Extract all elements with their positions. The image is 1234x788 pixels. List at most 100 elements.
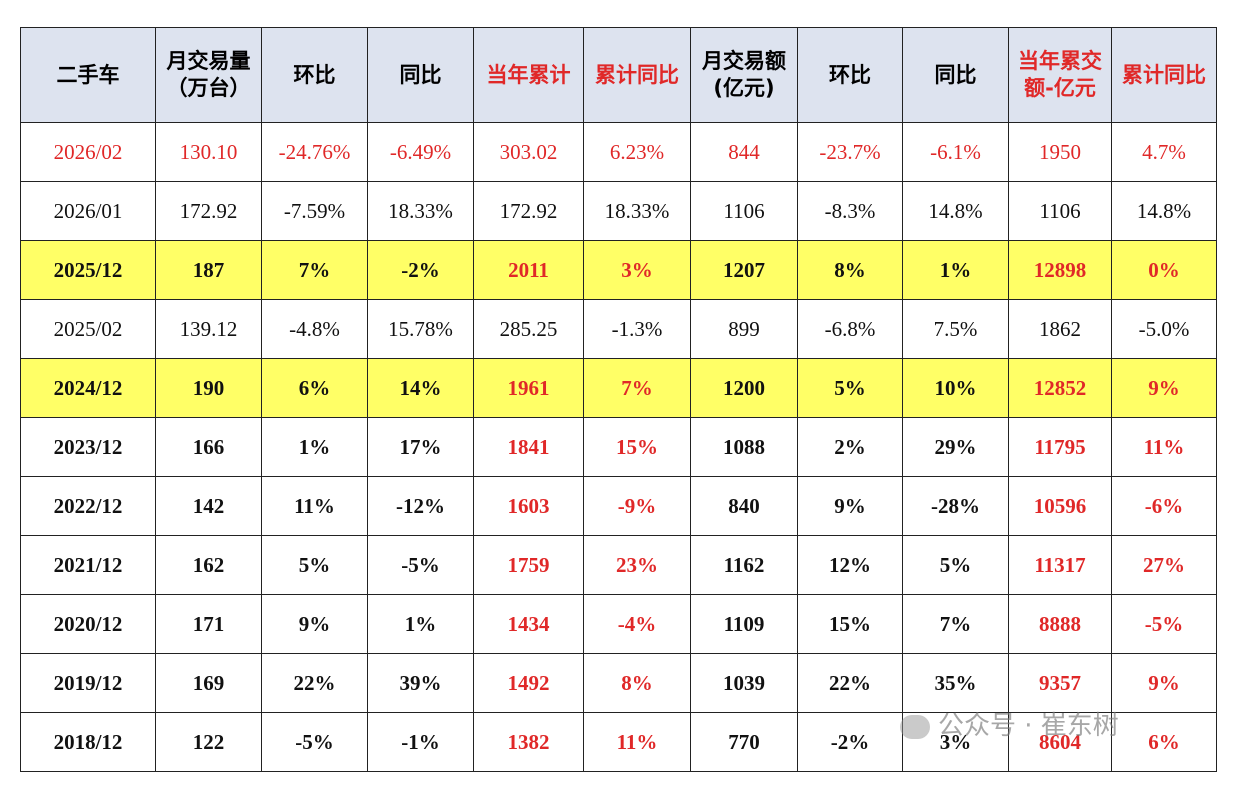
- table-cell: 1%: [367, 594, 474, 654]
- table-cell: 11%: [1111, 417, 1217, 477]
- table-cell: 7%: [902, 594, 1009, 654]
- table-cell: 1950: [1008, 122, 1112, 182]
- header-line: 同比: [399, 62, 442, 87]
- header-cell: 累计同比: [1111, 27, 1217, 123]
- table-cell: -7.59%: [261, 181, 368, 241]
- header-line: 月交易量: [166, 49, 251, 73]
- header-line: 同比: [934, 62, 977, 87]
- table-cell: 14.8%: [902, 181, 1009, 241]
- header-line: 月交易额: [702, 49, 786, 73]
- table-cell: 12898: [1008, 240, 1112, 300]
- table-cell: 15.78%: [367, 299, 474, 359]
- table-cell: 172.92: [473, 181, 584, 241]
- table-cell: -1.3%: [583, 299, 691, 359]
- table-cell: 9%: [1111, 358, 1217, 418]
- table-cell: 3%: [583, 240, 691, 300]
- table-cell: 2021/12: [20, 535, 156, 595]
- table-cell: 1207: [690, 240, 798, 300]
- table-cell: 2026/01: [20, 181, 156, 241]
- table-cell: 1109: [690, 594, 798, 654]
- table-cell: 22%: [261, 653, 368, 713]
- table-cell: -1%: [367, 712, 474, 772]
- header-cell: 二手车: [20, 27, 156, 123]
- table-cell: -9%: [583, 476, 691, 536]
- table-cell: -6.49%: [367, 122, 474, 182]
- table-cell: 169: [155, 653, 262, 713]
- header-cell: 月交易额 (亿元): [690, 27, 798, 123]
- table-cell: 1162: [690, 535, 798, 595]
- table-row: 2026/01 172.92 -7.59% 18.33% 172.92 18.33% 110…: [20, 181, 1217, 241]
- table-row: 2025/02 139.12 -4.8% 15.78% 285.25 -1.3% 899 -6…: [20, 299, 1217, 359]
- table-cell: -2%: [797, 712, 903, 772]
- header-cell: 当年累交 额-亿元: [1008, 27, 1112, 123]
- table-cell: 15%: [583, 417, 691, 477]
- table-cell: 1841: [473, 417, 584, 477]
- table-cell: 6.23%: [583, 122, 691, 182]
- table-cell: -8.3%: [797, 181, 903, 241]
- table-cell: 770: [690, 712, 798, 772]
- table-cell: 1106: [1008, 181, 1112, 241]
- table-cell: 14%: [367, 358, 474, 418]
- header-cell: 累计同比: [583, 27, 691, 123]
- table-cell: 2020/12: [20, 594, 156, 654]
- header-line: (亿元): [713, 76, 775, 100]
- table-cell: 2011: [473, 240, 584, 300]
- table-cell: 187: [155, 240, 262, 300]
- table-cell: 8604: [1008, 712, 1112, 772]
- table-cell: -24.76%: [261, 122, 368, 182]
- table-cell: 5%: [261, 535, 368, 595]
- table-cell: 14.8%: [1111, 181, 1217, 241]
- table-cell: 10%: [902, 358, 1009, 418]
- table-cell: 18.33%: [367, 181, 474, 241]
- table-cell: 8888: [1008, 594, 1112, 654]
- table-cell: 22%: [797, 653, 903, 713]
- table-cell: 12%: [797, 535, 903, 595]
- table-cell: -5.0%: [1111, 299, 1217, 359]
- table-cell: 139.12: [155, 299, 262, 359]
- table-cell: 5%: [902, 535, 1009, 595]
- table-cell: -5%: [1111, 594, 1217, 654]
- table-cell: 9357: [1008, 653, 1112, 713]
- table-cell: 1862: [1008, 299, 1112, 359]
- header-line: 额-亿元: [1024, 76, 1096, 100]
- header-line: 累计同比: [595, 62, 679, 87]
- table-cell: -2%: [367, 240, 474, 300]
- header-cell: 环比: [261, 27, 368, 123]
- table-cell: -12%: [367, 476, 474, 536]
- table-cell: 17%: [367, 417, 474, 477]
- watermark-text: 公众号 · 崔东树: [938, 711, 1119, 741]
- table-cell: 1603: [473, 476, 584, 536]
- table-cell: 7%: [261, 240, 368, 300]
- table-cell: 1961: [473, 358, 584, 418]
- table-cell: 11%: [261, 476, 368, 536]
- table-cell: 2024/12: [20, 358, 156, 418]
- header-cell: 同比: [367, 27, 474, 123]
- header-cell: 同比: [902, 27, 1009, 123]
- table-cell: 8%: [583, 653, 691, 713]
- table-cell: 8%: [797, 240, 903, 300]
- table-cell: 142: [155, 476, 262, 536]
- table-row: 2026/02 130.10 -24.76% -6.49% 303.02 6.23% 844…: [20, 122, 1217, 182]
- header-line: 二手车: [56, 62, 120, 87]
- table-cell: 5%: [797, 358, 903, 418]
- table-cell: 1382: [473, 712, 584, 772]
- table-cell: 2025/02: [20, 299, 156, 359]
- header-line: 环比: [293, 62, 336, 87]
- table-cell: 7%: [583, 358, 691, 418]
- data-table: 二手车 月交易量 （万台） 环比 同比 当年累计 累计同比 月交易额 (亿元) 环比 同比 当年累交额…: [20, 27, 1217, 772]
- table-cell: 12852: [1008, 358, 1112, 418]
- watermark: 公众号 · 崔东树: [900, 705, 1119, 742]
- table-row: 2022/12 142 11% -12% 1603 -9% 840 9% -28% 10596 -6…: [20, 476, 1217, 536]
- header-row: 二手车 月交易量 （万台） 环比 同比 当年累计 累计同比 月交易额 (亿元) 环比 同比 当年累交额…: [20, 27, 1217, 123]
- table-cell: 0%: [1111, 240, 1217, 300]
- header-cell: 月交易量 （万台）: [155, 27, 262, 123]
- table-cell: 2026/02: [20, 122, 156, 182]
- table-cell: 23%: [583, 535, 691, 595]
- table-cell: -23.7%: [797, 122, 903, 182]
- table-row: 2023/12 166 1% 17% 1841 15% 1088 2% 29% 11795 11%: [20, 417, 1217, 477]
- table-cell: 2023/12: [20, 417, 156, 477]
- table-cell: -5%: [367, 535, 474, 595]
- table-cell: 190: [155, 358, 262, 418]
- table-cell: 27%: [1111, 535, 1217, 595]
